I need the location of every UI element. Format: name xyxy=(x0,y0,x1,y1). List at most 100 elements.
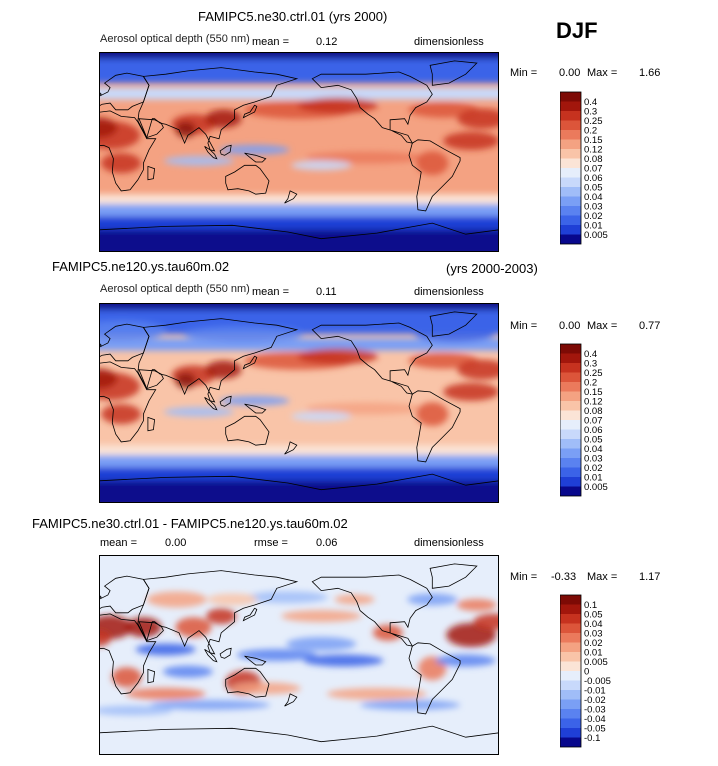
coastline-newguinea xyxy=(244,152,267,163)
panel1-map xyxy=(99,52,499,252)
colorbar-swatch xyxy=(560,177,581,187)
colorbar-tick-label: 0.04 xyxy=(584,619,603,630)
colorbar-tick-label: 0.12 xyxy=(584,145,603,156)
panel2-title-right: (yrs 2000-2003) xyxy=(446,261,538,276)
heatmap-field xyxy=(99,555,499,755)
coastline-sam xyxy=(408,642,461,715)
colorbar-tick-label: 0.02 xyxy=(584,463,603,474)
colorbar-tick-label: 0.06 xyxy=(584,173,603,184)
colorbar-swatch xyxy=(560,158,581,168)
season-label: DJF xyxy=(556,18,598,43)
colorbar-swatch xyxy=(560,718,581,728)
colorbar-swatch xyxy=(560,652,581,662)
colorbar-swatch xyxy=(560,671,581,681)
colorbar-tick-label: -0.04 xyxy=(584,714,606,725)
colorbar-swatch xyxy=(560,130,581,140)
panel2-mean-label: mean = xyxy=(252,286,289,298)
coastline-arabia xyxy=(138,621,164,642)
coastline-sumatra xyxy=(204,146,218,160)
colorbar-tick-label: -0.1 xyxy=(584,733,600,744)
panel2-min-value: 0.00 xyxy=(559,320,581,332)
coastline-sumatra xyxy=(204,649,218,663)
colorbar-tick-label: 0.15 xyxy=(584,135,603,146)
coastline-sam xyxy=(408,390,461,463)
panel3-max-value: 1.17 xyxy=(639,571,661,583)
panel1-mean-label: mean = xyxy=(252,36,289,48)
colorbar-tick-label: 0.005 xyxy=(584,230,608,241)
coastline-sumatra xyxy=(204,397,218,411)
colorbar-tick-label: 0.01 xyxy=(584,648,603,659)
colorbar-swatch xyxy=(560,401,581,411)
colorbar-tick-label: 0.03 xyxy=(584,202,603,213)
colorbar-swatch xyxy=(560,680,581,690)
colorbar-tick-label: 0.3 xyxy=(584,107,597,118)
colorbar-tick-label: -0.02 xyxy=(584,695,606,706)
panel3-max-label: Max = xyxy=(587,571,618,583)
coastline-japan xyxy=(242,355,258,370)
colorbar-swatch xyxy=(560,439,581,449)
coastlines xyxy=(99,563,499,755)
colorbar-swatch xyxy=(560,391,581,401)
coastline-madagascar xyxy=(147,165,156,181)
colorbar-tick-label: 0.03 xyxy=(584,629,603,640)
colorbar-swatch xyxy=(560,604,581,614)
map-frame xyxy=(99,555,499,755)
coastline-australia xyxy=(225,415,270,446)
panel3-mean-value: 0.00 xyxy=(165,537,187,549)
colorbar-tick-label: 0.02 xyxy=(584,211,603,222)
panel2-variable: Aerosol optical depth (550 nm) xyxy=(100,283,250,295)
coastline-madagascar xyxy=(147,668,156,684)
colorbar-tick-label: 0.01 xyxy=(584,473,603,484)
colorbar-swatch xyxy=(560,149,581,159)
colorbar-swatch xyxy=(560,486,581,496)
coastline-africa xyxy=(99,110,157,192)
colorbar-swatch xyxy=(560,614,581,624)
colorbar-swatch xyxy=(560,458,581,468)
coastline-antarctica xyxy=(99,725,499,755)
panel1-title: FAMIPC5.ne30.ctrl.01 (yrs 2000) xyxy=(198,9,388,24)
coastline-europe xyxy=(99,72,150,111)
coastlines xyxy=(99,311,499,503)
panel1-max-value: 1.66 xyxy=(639,67,661,79)
colorbar-tick-label: 0.08 xyxy=(584,154,603,165)
colorbar-swatch xyxy=(560,92,581,102)
panel3-units: dimensionless xyxy=(414,537,484,549)
coastlines xyxy=(99,60,499,252)
colorbar-tick-label: 0.12 xyxy=(584,397,603,408)
panel1-variable: Aerosol optical depth (550 nm) xyxy=(100,33,250,45)
colorbar-swatch xyxy=(560,690,581,700)
coastline-borneo xyxy=(219,647,232,659)
colorbar-tick-label: 0.05 xyxy=(584,610,603,621)
colorbar-tick-label: 0.08 xyxy=(584,406,603,417)
coastline-nz xyxy=(284,693,298,707)
panel3-min-label: Min = xyxy=(510,571,538,583)
panel3-min-value: -0.33 xyxy=(551,571,577,583)
coastline-antarctica xyxy=(99,473,499,503)
colorbar-swatch xyxy=(560,187,581,197)
colorbar-swatch xyxy=(560,623,581,633)
coastline-arabia xyxy=(138,118,164,139)
coastline-newguinea xyxy=(244,655,267,666)
coastline-europe xyxy=(99,323,150,362)
panel2-map xyxy=(99,303,499,503)
colorbar-tick-label: 0.25 xyxy=(584,368,603,379)
colorbar-tick-label: 0 xyxy=(584,667,589,678)
colorbar-swatch xyxy=(560,196,581,206)
colorbar-swatch xyxy=(560,420,581,430)
panel1-min-label: Min = xyxy=(510,67,538,79)
coastline-greenland xyxy=(429,311,478,337)
heatmap-field xyxy=(99,303,499,503)
panel2-title: FAMIPC5.ne120.ys.tau60m.02 xyxy=(52,259,230,274)
colorbar-swatch xyxy=(560,111,581,121)
colorbar-swatch xyxy=(560,206,581,216)
panel3-rmse-value: 0.06 xyxy=(316,537,338,549)
colorbar-swatch xyxy=(560,382,581,392)
colorbar-swatch xyxy=(560,737,581,747)
colorbar-swatch xyxy=(560,595,581,605)
colorbar-tick-label: 0.02 xyxy=(584,638,603,649)
coastline-europe xyxy=(99,575,150,614)
panel3-rmse-label: rmse = xyxy=(254,537,288,549)
colorbar-tick-label: 0.4 xyxy=(584,97,597,108)
coastline-nam xyxy=(311,574,433,647)
coastline-madagascar xyxy=(147,416,156,432)
